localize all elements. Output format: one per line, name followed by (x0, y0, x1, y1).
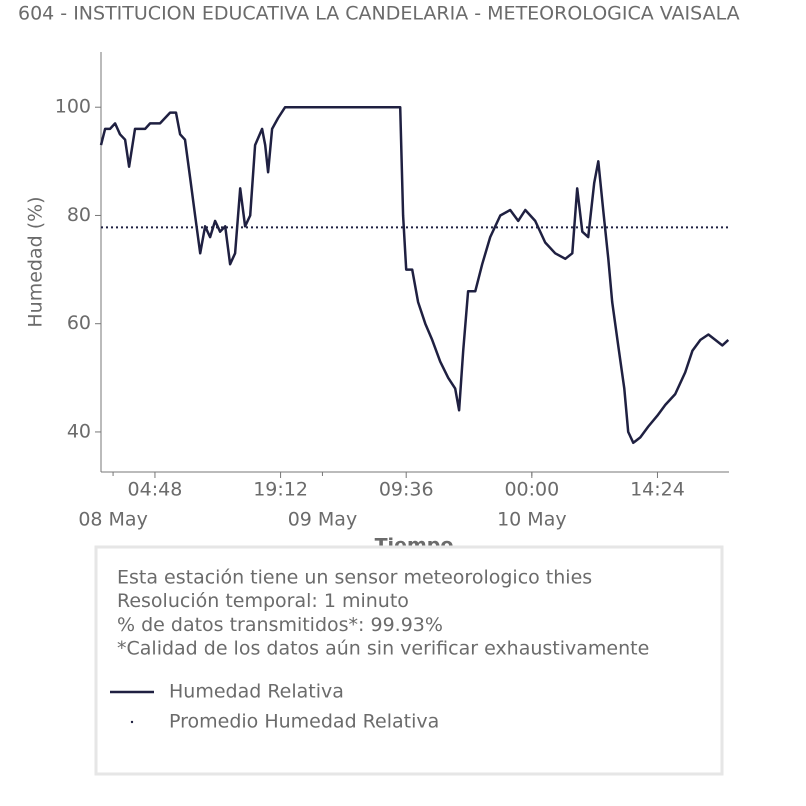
legend-label: Promedio Humedad Relativa (169, 711, 439, 733)
chart-title: 604 - INSTITUCION EDUCATIVA LA CANDELARI… (18, 3, 740, 25)
x-tick-label: 09:36 (379, 479, 434, 501)
data-line (99, 105, 730, 445)
plot-area (99, 105, 730, 445)
x-date-label: 08 May (78, 509, 148, 531)
y-tick-label: 80 (67, 204, 91, 226)
x-date-label: 09 May (288, 509, 358, 531)
y-tick-label: 100 (55, 96, 91, 118)
y-tick-label: 60 (67, 312, 91, 334)
note-text: Esta estación tiene un sensor meteorolog… (117, 567, 592, 589)
legend: Esta estación tiene un sensor meteorolog… (110, 567, 649, 733)
y-tick-label: 40 (67, 420, 91, 442)
legend-label: Humedad Relativa (169, 681, 344, 703)
legend-box (94, 545, 724, 776)
x-tick-label: 19:12 (253, 479, 308, 501)
y-axis-label: Humedad (%) (25, 196, 47, 327)
legend-dot (130, 720, 134, 724)
x-tick-label: 00:00 (504, 479, 559, 501)
x-tick-label: 04:48 (128, 479, 183, 501)
note-text: *Calidad de los datos aún sin verificar … (117, 638, 649, 660)
note-text: % de datos transmitidos*: 99.93% (117, 614, 443, 636)
note-text: Resolución temporal: 1 minuto (117, 590, 409, 612)
x-tick-label: 14:24 (630, 479, 685, 501)
x-date-label: 10 May (497, 509, 567, 531)
